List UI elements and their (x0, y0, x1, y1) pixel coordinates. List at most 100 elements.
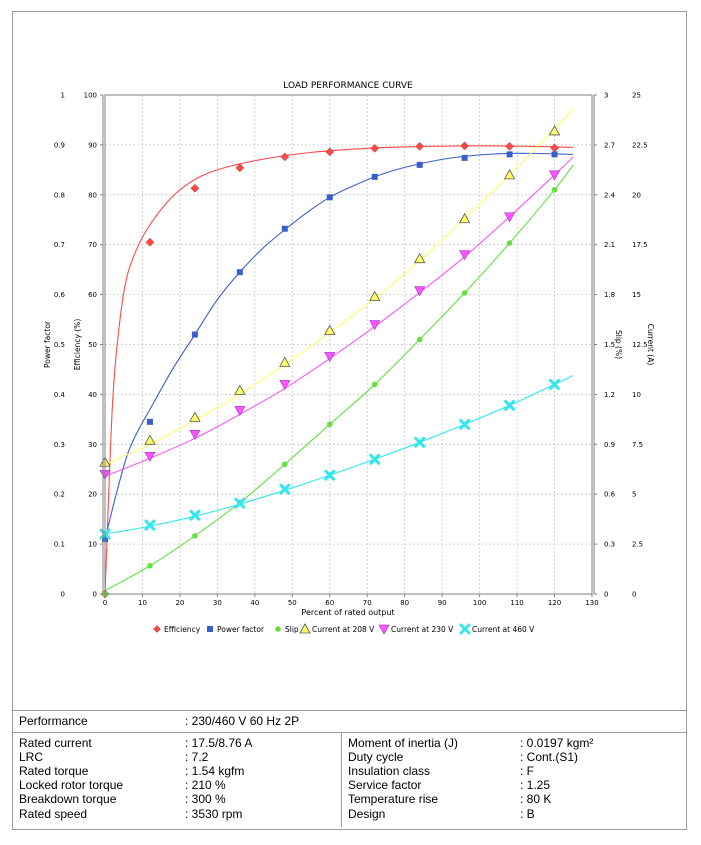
y-tick-label-slip: 1.8 (604, 291, 615, 299)
data-point (414, 436, 426, 448)
data-point (461, 154, 468, 161)
data-point (282, 461, 288, 468)
y-tick-label-slip: 2.7 (604, 141, 615, 149)
data-point (144, 451, 156, 462)
y-tick-label-slip: 0.9 (604, 441, 615, 449)
data-point (324, 469, 336, 481)
spec-value: : 7.2 (185, 750, 209, 764)
data-point (280, 152, 290, 162)
y-tick-label-cur: 20 (632, 191, 641, 199)
spec-label: Locked rotor torque (19, 778, 124, 792)
y-tick-label-eff: 50 (88, 341, 97, 349)
legend-label: Efficiency (164, 625, 201, 634)
data-point (459, 250, 471, 261)
data-point (144, 434, 156, 445)
y-tick-label-slip: 0.3 (604, 541, 615, 549)
spec-label: Rated speed (19, 807, 88, 821)
x-tick-label: 10 (138, 599, 147, 607)
grid (105, 95, 592, 594)
data-point (279, 483, 291, 495)
legend-marker (275, 626, 281, 632)
y-tick-label-pf: 1 (61, 92, 65, 100)
spec-label: Rated current (19, 736, 92, 750)
y-axis-label-eff: Efficiency (%) (73, 319, 82, 371)
legend: Efficiency Power factor Slip Current at 208… (153, 623, 535, 635)
data-point (234, 384, 246, 395)
data-point (504, 399, 516, 411)
y-axis-label-slip: Slip (%) (614, 330, 623, 359)
y-tick-label-pf: 0.3 (54, 441, 65, 449)
data-point (189, 509, 201, 521)
data-point (234, 406, 246, 416)
y-tick-label-eff: 30 (88, 441, 97, 449)
spec-value: : 210 % (185, 778, 226, 792)
spec-value: : 1.25 (520, 778, 551, 792)
data-point (279, 356, 291, 367)
y-tick-label-cur: 22.5 (632, 141, 648, 149)
y-tick-label-cur: 25 (632, 92, 641, 100)
data-point (369, 453, 381, 465)
spec-label: Temperature rise (348, 792, 439, 806)
chart-frame (12, 11, 687, 830)
data-point (190, 183, 200, 193)
spec-grid: Rated current: 17.5/8.76 A LRC: 7.2 Rate… (12, 733, 687, 827)
spec-label: Breakdown torque (19, 792, 117, 806)
y-tick-label-pf: 0.2 (54, 491, 65, 499)
data-point (461, 290, 468, 296)
y-tick-label-slip: 0.6 (604, 491, 616, 499)
data-point (458, 212, 471, 224)
y-tick-label-cur: 17.5 (632, 241, 648, 249)
spec-label: Duty cycle (348, 750, 404, 764)
legend-label: Power factor (217, 625, 265, 634)
data-point (236, 269, 243, 276)
y-tick-label-pf: 0.4 (54, 391, 66, 399)
data-point (144, 519, 156, 531)
spec-label: Rated torque (19, 764, 89, 778)
x-tick-label: 20 (175, 599, 184, 607)
data-point (234, 497, 246, 509)
data-point (416, 336, 423, 343)
axes: 0 10 20 30 40 50 60 70 80 90 100 110 120 13000.10.20.… (43, 92, 655, 608)
y-tick-label-cur: 0 (632, 591, 636, 599)
y-tick-label-cur: 5 (632, 491, 636, 499)
series-line (104, 156, 574, 477)
plot-area (104, 94, 593, 595)
y-tick-label-cur: 2.5 (632, 541, 643, 549)
data-point (549, 170, 561, 181)
y-tick-label-pf: 0.8 (54, 191, 65, 199)
spec-label: Moment of inertia (J) (348, 736, 459, 750)
y-tick-label-pf: 0.9 (54, 141, 65, 149)
x-tick-label: 30 (213, 599, 222, 607)
spec-value: : 3530 rpm (185, 807, 243, 821)
data-point (192, 532, 198, 539)
y-tick-label-eff: 40 (88, 391, 97, 399)
data-point (413, 252, 426, 264)
spec-table: Performance : 230/460 V 60 Hz 2P Rated c… (12, 710, 687, 827)
data-point (551, 151, 558, 158)
data-point (415, 142, 425, 151)
spec-value: : 80 K (520, 792, 552, 806)
data-point (189, 430, 201, 440)
y-tick-label-cur: 7.5 (632, 441, 643, 449)
legend-marker (207, 626, 213, 632)
data-point (324, 352, 336, 363)
spec-label: Service factor (348, 778, 422, 792)
x-tick-label: 110 (510, 599, 523, 607)
legend-label: Current at 208 V (312, 625, 375, 634)
data-point (147, 562, 153, 569)
y-tick-label-pf: 0.1 (54, 541, 65, 549)
y-tick-label-pf: 0.6 (54, 291, 66, 299)
data-point (506, 151, 513, 158)
series-markers (99, 125, 561, 599)
y-tick-label-eff: 60 (88, 291, 97, 299)
y-tick-label-eff: 100 (84, 92, 97, 100)
y-tick-label-slip: 1.5 (604, 341, 615, 349)
x-tick-label: 120 (548, 599, 561, 607)
x-tick-label: 90 (438, 599, 447, 607)
data-point (551, 187, 558, 193)
data-point (326, 421, 333, 428)
data-point (370, 144, 380, 153)
series-line (104, 145, 574, 595)
y-axis-label-cur: Current (A) (646, 324, 655, 366)
data-point (146, 418, 153, 425)
